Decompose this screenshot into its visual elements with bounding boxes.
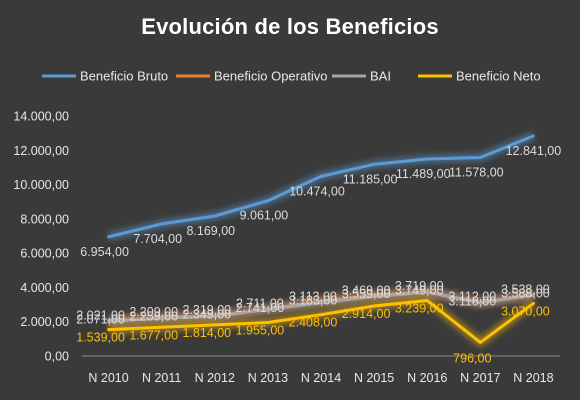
data-label: 2.711,00: [236, 297, 284, 311]
series-line-2: [107, 290, 535, 323]
y-tick-label: 2.000,00: [20, 315, 69, 329]
series-lines: [107, 131, 537, 347]
x-tick-label: N 2013: [248, 371, 288, 385]
chart-title: Evolución de los Beneficios: [141, 14, 439, 39]
data-label: 3.112,00: [448, 290, 496, 304]
data-label: 3.469,00: [342, 284, 391, 298]
x-tick-label: N 2012: [195, 371, 235, 385]
legend: Beneficio Bruto Beneficio Operativo BAI Ben…: [42, 69, 541, 84]
legend-label-3: Beneficio Neto: [456, 69, 541, 84]
data-label: 2.259,00: [129, 309, 178, 323]
data-label: 1.955,00: [236, 324, 285, 338]
data-labels: 6.954,00 7.704,00 8.169,00 9.061,0010.474,0…: [76, 144, 561, 366]
data-label: 3.113,00: [289, 290, 337, 304]
data-label: 1.814,00: [182, 326, 231, 340]
data-label: 2.319,00: [182, 303, 231, 317]
legend-label-0: Beneficio Bruto: [80, 69, 168, 84]
data-label: 8.169,00: [186, 224, 235, 238]
data-label: 1.539,00: [76, 331, 125, 345]
legend-label-2: BAI: [370, 69, 391, 84]
y-tick-label: 0,00: [45, 350, 69, 364]
x-tick-label: N 2014: [301, 371, 341, 385]
data-label: 2.071,00: [76, 313, 125, 327]
data-label: 6.954,00: [80, 245, 129, 259]
data-label: 3.239,00: [395, 302, 444, 316]
y-axis: 0,00 2.000,00 4.000,00 6.000,00 8.000,00 10.0…: [13, 110, 69, 364]
y-tick-label: 12.000,00: [13, 144, 69, 158]
data-label: 10.474,00: [289, 184, 345, 198]
y-tick-label: 8.000,00: [20, 212, 69, 226]
x-tick-label: N 2016: [407, 371, 447, 385]
data-label: 3.538,00: [501, 282, 550, 296]
x-tick-label: N 2010: [88, 371, 128, 385]
y-tick-label: 4.000,00: [20, 281, 69, 295]
data-label: 11.489,00: [396, 167, 451, 181]
series-line-0: [107, 134, 535, 239]
y-tick-label: 14.000,00: [13, 110, 69, 124]
data-label: 2.209,00: [129, 305, 178, 319]
data-label: 3.749,00: [395, 284, 444, 298]
x-tick-label: N 2015: [354, 371, 394, 385]
data-label: 3.719,00: [395, 279, 444, 293]
x-tick-label: N 2017: [460, 371, 500, 385]
legend-label-1: Beneficio Operativo: [214, 69, 327, 84]
y-tick-label: 10.000,00: [13, 178, 69, 192]
data-label: 3.118,00: [448, 295, 496, 309]
data-label: 2.349,00: [182, 308, 231, 322]
data-label: 2.914,00: [342, 307, 391, 321]
data-label: 9.061,00: [240, 209, 289, 223]
y-tick-label: 6.000,00: [20, 247, 69, 261]
x-axis: N 2010 N 2011 N 2012 N 2013 N 2014 N 2015 N 20…: [82, 355, 560, 385]
data-label: 796,00: [453, 351, 491, 365]
series-line-3: [107, 299, 535, 344]
data-label: 11.185,00: [343, 172, 398, 186]
x-tick-label: N 2011: [142, 371, 181, 385]
data-label: 2.021,00: [76, 308, 125, 322]
data-label: 3.070,00: [501, 304, 550, 318]
data-label: 7.704,00: [133, 232, 182, 246]
data-label: 3.183,00: [289, 293, 338, 307]
data-label: 2.408,00: [289, 316, 338, 330]
data-label: 3.588,00: [501, 287, 550, 301]
data-label: 11.578,00: [449, 166, 504, 180]
data-label: 2.741,00: [236, 301, 285, 315]
data-label: 3.559,00: [342, 287, 391, 301]
data-label: 12.841,00: [506, 144, 562, 158]
x-tick-label: N 2018: [513, 371, 553, 385]
data-label: 1.677,00: [129, 328, 178, 342]
